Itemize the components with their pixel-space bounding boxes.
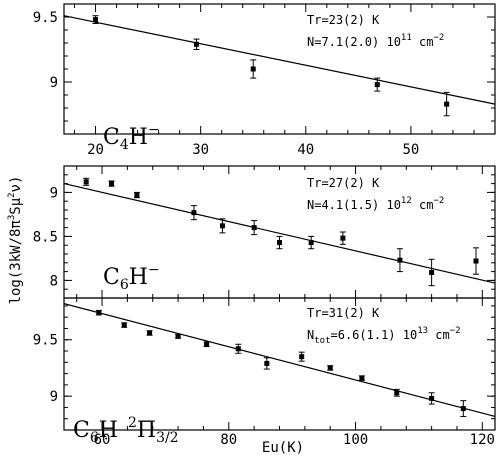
plot-frame xyxy=(63,3,496,135)
temperature-annotation: Tr=27(2) K xyxy=(307,176,380,190)
data-point xyxy=(235,346,241,352)
temperature-annotation: Tr=23(2) K xyxy=(307,13,380,27)
data-point xyxy=(308,240,314,246)
x-tick-label: 60 xyxy=(94,432,111,448)
data-point xyxy=(359,375,365,381)
x-tick-label: 20 xyxy=(87,142,104,158)
molecule-label-c4h: C4H− xyxy=(103,122,160,153)
data-point xyxy=(147,330,153,336)
y-tick-label: 9.5 xyxy=(33,10,58,26)
x-tick-label: 100 xyxy=(343,432,368,448)
y-tick-label: 8.5 xyxy=(33,229,58,245)
x-axis-label: Eu(K) xyxy=(262,440,304,456)
data-point xyxy=(429,395,435,401)
data-point xyxy=(340,235,346,241)
fit-line xyxy=(63,183,496,284)
data-point xyxy=(83,179,89,185)
data-point xyxy=(460,406,466,412)
x-tick-label: 30 xyxy=(192,142,209,158)
plot-frame xyxy=(63,297,496,431)
y-tick-label: 8 xyxy=(50,273,58,289)
temperature-annotation: Tr=31(2) K xyxy=(307,306,380,320)
column-density-annotation: Ntot=6.6(1.1) 1013 cm−2 xyxy=(307,326,461,346)
data-point xyxy=(121,322,127,328)
y-axis-label: log(3kW/8π3Sμ2ν) xyxy=(7,176,24,305)
data-point xyxy=(264,360,270,366)
y-tick-label: 9 xyxy=(50,75,58,91)
data-point xyxy=(473,258,479,264)
x-tick-label: 50 xyxy=(402,142,419,158)
column-density-annotation: N=7.1(2.0) 1011 cm−2 xyxy=(307,33,444,49)
y-tick-label: 9.5 xyxy=(33,333,58,349)
data-point xyxy=(193,41,199,47)
y-tick-label: 9 xyxy=(50,185,58,201)
molecule-label-c6h-anion: C6H− xyxy=(103,262,160,293)
data-point xyxy=(93,17,99,23)
data-point xyxy=(251,225,257,231)
panel-c4h: 9 9.5 20 30 40 50 xyxy=(33,3,496,158)
x-tick-label: 120 xyxy=(470,432,495,448)
panel-c6h-radical: 9 9.5 60 80 100 120 xyxy=(33,297,496,448)
data-point xyxy=(219,223,225,229)
data-point xyxy=(109,181,115,187)
data-point xyxy=(277,240,282,246)
data-point xyxy=(374,82,380,88)
data-point xyxy=(444,101,450,107)
data-point xyxy=(327,365,333,371)
fit-line xyxy=(63,15,496,105)
x-tick-label: 40 xyxy=(297,142,314,158)
fit-line xyxy=(63,303,496,418)
data-point xyxy=(429,269,435,275)
column-density-annotation: N=4.1(1.5) 1012 cm−2 xyxy=(307,196,444,212)
data-point xyxy=(204,341,210,347)
y-tick-label: 9 xyxy=(50,389,58,405)
panel-c6h-anion: 88.59 xyxy=(33,165,496,299)
data-point xyxy=(397,257,403,263)
data-point xyxy=(175,333,181,339)
x-tick-label: 80 xyxy=(220,432,237,448)
data-point xyxy=(299,354,305,360)
data-point xyxy=(394,390,400,396)
data-point xyxy=(250,66,256,72)
data-point xyxy=(191,210,197,216)
data-point xyxy=(134,192,140,198)
data-point xyxy=(96,310,102,316)
